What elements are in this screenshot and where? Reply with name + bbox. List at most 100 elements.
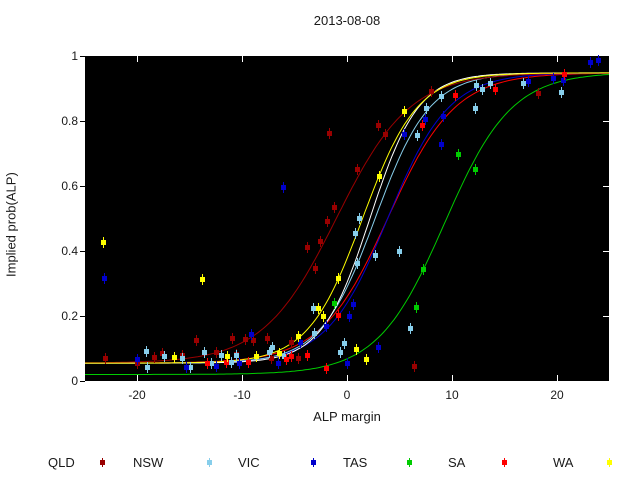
y-tick-mark-outer (80, 186, 85, 187)
data-point-nsw (474, 80, 479, 91)
data-point-nsw (353, 228, 358, 239)
data-point-nsw (311, 303, 316, 314)
data-point-sa (305, 350, 310, 361)
data-point-tas (414, 302, 419, 313)
data-point-nsw (424, 103, 429, 114)
data-point-nsw (234, 350, 239, 361)
x-tick-mark (242, 56, 243, 62)
x-tick-mark (557, 56, 558, 62)
data-point-qld (103, 353, 108, 364)
data-point-wa (354, 344, 359, 355)
data-point-nsw (145, 362, 150, 373)
data-point-nsw (473, 103, 478, 114)
y-tick-label: 0 (71, 374, 78, 388)
data-point-vic (298, 337, 303, 348)
data-point-qld (194, 335, 199, 346)
data-point-vic (276, 358, 281, 369)
data-point-qld (305, 242, 310, 253)
legend-marker-icon (100, 458, 105, 467)
data-point-nsw (559, 87, 564, 98)
y-tick-mark-outer (80, 381, 85, 382)
data-point-vic (439, 139, 444, 150)
data-point-tas (421, 264, 426, 275)
data-point-nsw (270, 342, 275, 353)
data-point-nsw (415, 130, 420, 141)
data-point-vic (135, 354, 140, 365)
data-point-sa (493, 84, 498, 95)
data-point-sa (453, 90, 458, 101)
data-point-sa (224, 357, 229, 368)
data-point-sa (284, 354, 289, 365)
data-point-tas (456, 149, 461, 160)
legend-marker-icon (207, 458, 212, 467)
data-point-wa (316, 303, 321, 314)
data-point-vic (596, 55, 601, 66)
x-tick-mark (242, 375, 243, 381)
y-tick-mark-outer (80, 56, 85, 57)
x-tick-label: 0 (343, 388, 351, 402)
y-tick-mark (603, 121, 609, 122)
data-point-nsw (267, 347, 272, 358)
data-point-vic (184, 362, 189, 373)
data-point-wa (225, 351, 230, 362)
data-point-tas (473, 164, 478, 175)
legend-marker-icon (502, 458, 507, 467)
x-tick-mark (347, 56, 348, 62)
data-point-qld (152, 352, 157, 363)
data-point-nsw (144, 346, 149, 357)
data-point-vic (237, 358, 242, 369)
data-point-sa (336, 310, 341, 321)
y-tick-mark-outer (80, 316, 85, 317)
y-tick-label: 0.2 (61, 309, 78, 323)
data-point-sa (562, 69, 567, 80)
x-tick-mark (347, 375, 348, 381)
x-tick-label: 20 (550, 388, 564, 402)
curves-layer (85, 72, 609, 375)
data-point-vic (561, 75, 566, 86)
data-point-qld (332, 202, 337, 213)
data-point-vic (214, 361, 219, 372)
data-point-wa (277, 348, 282, 359)
y-tick-mark-outer (80, 251, 85, 252)
data-point-vic (351, 299, 356, 310)
data-point-wa (377, 171, 382, 182)
data-point-qld (230, 333, 235, 344)
data-point-wa (336, 273, 341, 284)
y-tick-mark-outer (80, 121, 85, 122)
x-tick-mark (137, 375, 138, 381)
data-point-vic (441, 111, 446, 122)
y-tick-label: 0.8 (61, 114, 78, 128)
data-point-nsw (488, 78, 493, 89)
x-tick-mark (557, 375, 558, 381)
data-point-vic (526, 76, 531, 87)
x-tick-mark (452, 375, 453, 381)
data-point-qld (355, 164, 360, 175)
y-tick-label: 1 (71, 49, 78, 63)
y-tick-label: 0.6 (61, 179, 78, 193)
data-point-wa (321, 311, 326, 322)
data-point-wa (364, 354, 369, 365)
data-point-nsw (480, 84, 485, 95)
data-point-sa (246, 357, 251, 368)
data-point-qld (376, 120, 381, 131)
legend-label: TAS (343, 455, 368, 470)
data-point-nsw (282, 351, 287, 362)
data-point-qld (289, 337, 294, 348)
data-point-nsw (338, 347, 343, 358)
data-point-nsw (355, 258, 360, 269)
data-point-qld (265, 333, 270, 344)
data-point-nsw (439, 91, 444, 102)
data-point-vic (281, 182, 286, 193)
legend-label: WA (553, 455, 574, 470)
fit-curve-qld (85, 72, 609, 364)
data-point-sa (289, 351, 294, 362)
legend-marker-icon (311, 458, 316, 467)
data-point-qld (313, 263, 318, 274)
y-tick-mark (603, 316, 609, 317)
fit-curve-nsw (85, 72, 609, 364)
data-point-nsw (209, 358, 214, 369)
data-point-vic (345, 358, 350, 369)
x-tick-mark (452, 56, 453, 62)
data-point-nsw (202, 347, 207, 358)
